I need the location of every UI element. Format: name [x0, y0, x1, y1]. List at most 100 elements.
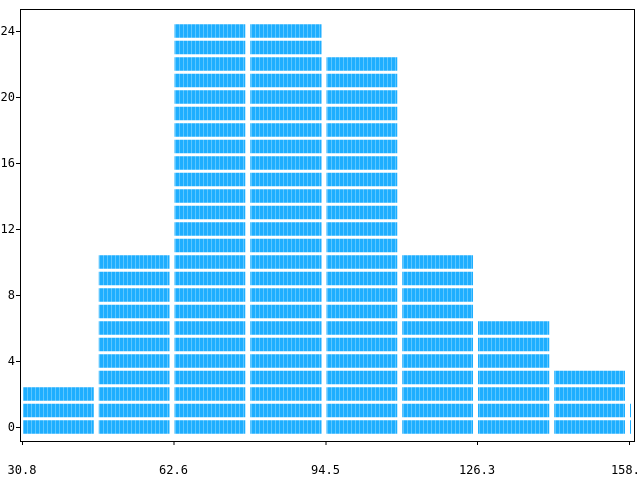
bar-block-bin-3-0	[250, 420, 322, 434]
bar-block-bin-3-2	[250, 387, 322, 401]
bar-block-bin-4-17	[326, 139, 398, 154]
bar-block-bin-2-8	[174, 288, 246, 302]
bar-block-bin-2-13	[174, 205, 246, 220]
bar-block-bin-7-0	[554, 420, 625, 434]
bar-block-bin-4-1	[326, 403, 398, 418]
y-tick-label-4: 16	[1, 156, 15, 170]
bar-block-bin-4-11	[326, 238, 398, 253]
bar-block-bin-5-2	[402, 387, 474, 401]
bar-block-bin-3-11	[250, 238, 322, 253]
bar-block-bin-6-5	[478, 337, 550, 352]
bar-block-bin-5-9	[402, 271, 474, 286]
bar-block-bin-6-3	[478, 370, 550, 385]
y-tick-label-2: 8	[8, 288, 15, 302]
bar-block-bin-2-16	[174, 156, 246, 170]
bar-block-bin-4-5	[326, 337, 398, 352]
bar-block-bin-5-0	[402, 420, 474, 434]
bar-block-bin-3-10	[250, 255, 322, 269]
bar-block-bin-4-3	[326, 370, 398, 385]
bar-block-bin-5-5	[402, 337, 474, 352]
bar-block-bin-2-20	[174, 90, 246, 104]
bar-block-bin-2-19	[174, 106, 246, 121]
bar-block-bin-2-15	[174, 172, 246, 187]
bar-block-bin-1-6	[98, 321, 170, 335]
bar-block-bin-6-1	[478, 403, 550, 418]
bar-block-bin-2-3	[174, 370, 246, 385]
bar-block-bin-2-18	[174, 123, 246, 137]
bar-block-bin-1-8	[98, 288, 170, 302]
bar-block-bin-3-19	[250, 106, 322, 121]
bar-block-bin-3-16	[250, 156, 322, 170]
bar-block-bin-4-22	[326, 57, 398, 71]
bar-block-bin-2-5	[174, 337, 246, 352]
bar-block-bin-5-3	[402, 370, 474, 385]
bar-block-bin-3-12	[250, 222, 322, 236]
bar-block-bin-6-4	[478, 354, 550, 368]
bar-block-bin-7-1	[554, 403, 625, 418]
bar-block-bin-8-1	[630, 403, 631, 418]
bar-block-bin-4-19	[326, 106, 398, 121]
bar-block-bin-1-2	[98, 387, 170, 401]
bar-block-bin-4-0	[326, 420, 398, 434]
bar-block-bin-5-1	[402, 403, 474, 418]
bar-block-bin-5-10	[402, 255, 474, 269]
bar-block-bin-0-2	[23, 387, 94, 401]
plot-frame	[20, 9, 635, 442]
bar-block-bin-2-0	[174, 420, 246, 434]
bar-block-bin-4-18	[326, 123, 398, 137]
bar-block-bin-4-12	[326, 222, 398, 236]
bar-block-bin-3-1	[250, 403, 322, 418]
bar-block-bin-1-10	[98, 255, 170, 269]
bar-block-bin-2-17	[174, 139, 246, 154]
bar-block-bin-4-13	[326, 205, 398, 220]
y-tick-label-3: 12	[1, 222, 15, 236]
bar-block-bin-1-1	[98, 403, 170, 418]
x-tick-label-2: 94.5	[311, 463, 340, 477]
y-axis: 0 4 8 12 16 20 24	[1, 24, 20, 434]
bar-block-bin-4-21	[326, 73, 398, 88]
bar-block-bin-5-7	[402, 304, 474, 319]
bar-block-bin-3-8	[250, 288, 322, 302]
x-tick-label-1: 62.6	[159, 463, 188, 477]
bar-block-bin-2-23	[174, 40, 246, 55]
bar-block-bin-3-21	[250, 73, 322, 88]
bar-block-bin-2-24	[174, 24, 246, 38]
bar-block-bin-2-10	[174, 255, 246, 269]
bar-block-bin-3-3	[250, 370, 322, 385]
bar-block-bin-3-6	[250, 321, 322, 335]
bar-block-bin-2-14	[174, 189, 246, 203]
bar-block-bin-6-6	[478, 321, 550, 335]
bar-block-bin-6-2	[478, 387, 550, 401]
bar-block-bin-3-7	[250, 304, 322, 319]
bars-layer	[23, 24, 631, 434]
bar-block-bin-1-5	[98, 337, 170, 352]
bar-block-bin-2-1	[174, 403, 246, 418]
bar-block-bin-2-2	[174, 387, 246, 401]
bar-block-bin-2-21	[174, 73, 246, 88]
x-axis: 30.8 62.6 94.5 126.3 158.2	[8, 441, 637, 477]
bar-block-bin-3-20	[250, 90, 322, 104]
y-tick-label-1: 4	[8, 354, 15, 368]
bar-block-bin-3-18	[250, 123, 322, 137]
x-tick-label-0: 30.8	[8, 463, 37, 477]
bar-block-bin-2-22	[174, 57, 246, 71]
bar-block-bin-4-2	[326, 387, 398, 401]
bar-block-bin-3-5	[250, 337, 322, 352]
bar-block-bin-7-3	[554, 370, 625, 385]
bar-block-bin-6-0	[478, 420, 550, 434]
bar-block-bin-2-12	[174, 222, 246, 236]
x-tick-label-4: 158.2	[611, 463, 637, 477]
bar-block-bin-4-14	[326, 189, 398, 203]
bar-block-bin-3-22	[250, 57, 322, 71]
x-tick-label-3: 126.3	[459, 463, 495, 477]
bar-block-bin-2-6	[174, 321, 246, 335]
bar-block-bin-4-9	[326, 271, 398, 286]
bar-block-bin-7-2	[554, 387, 625, 401]
bar-block-bin-1-4	[98, 354, 170, 368]
bar-block-bin-0-0	[23, 420, 94, 434]
bar-block-bin-4-8	[326, 288, 398, 302]
bar-block-bin-3-13	[250, 205, 322, 220]
bar-block-bin-4-7	[326, 304, 398, 319]
bar-block-bin-4-15	[326, 172, 398, 187]
